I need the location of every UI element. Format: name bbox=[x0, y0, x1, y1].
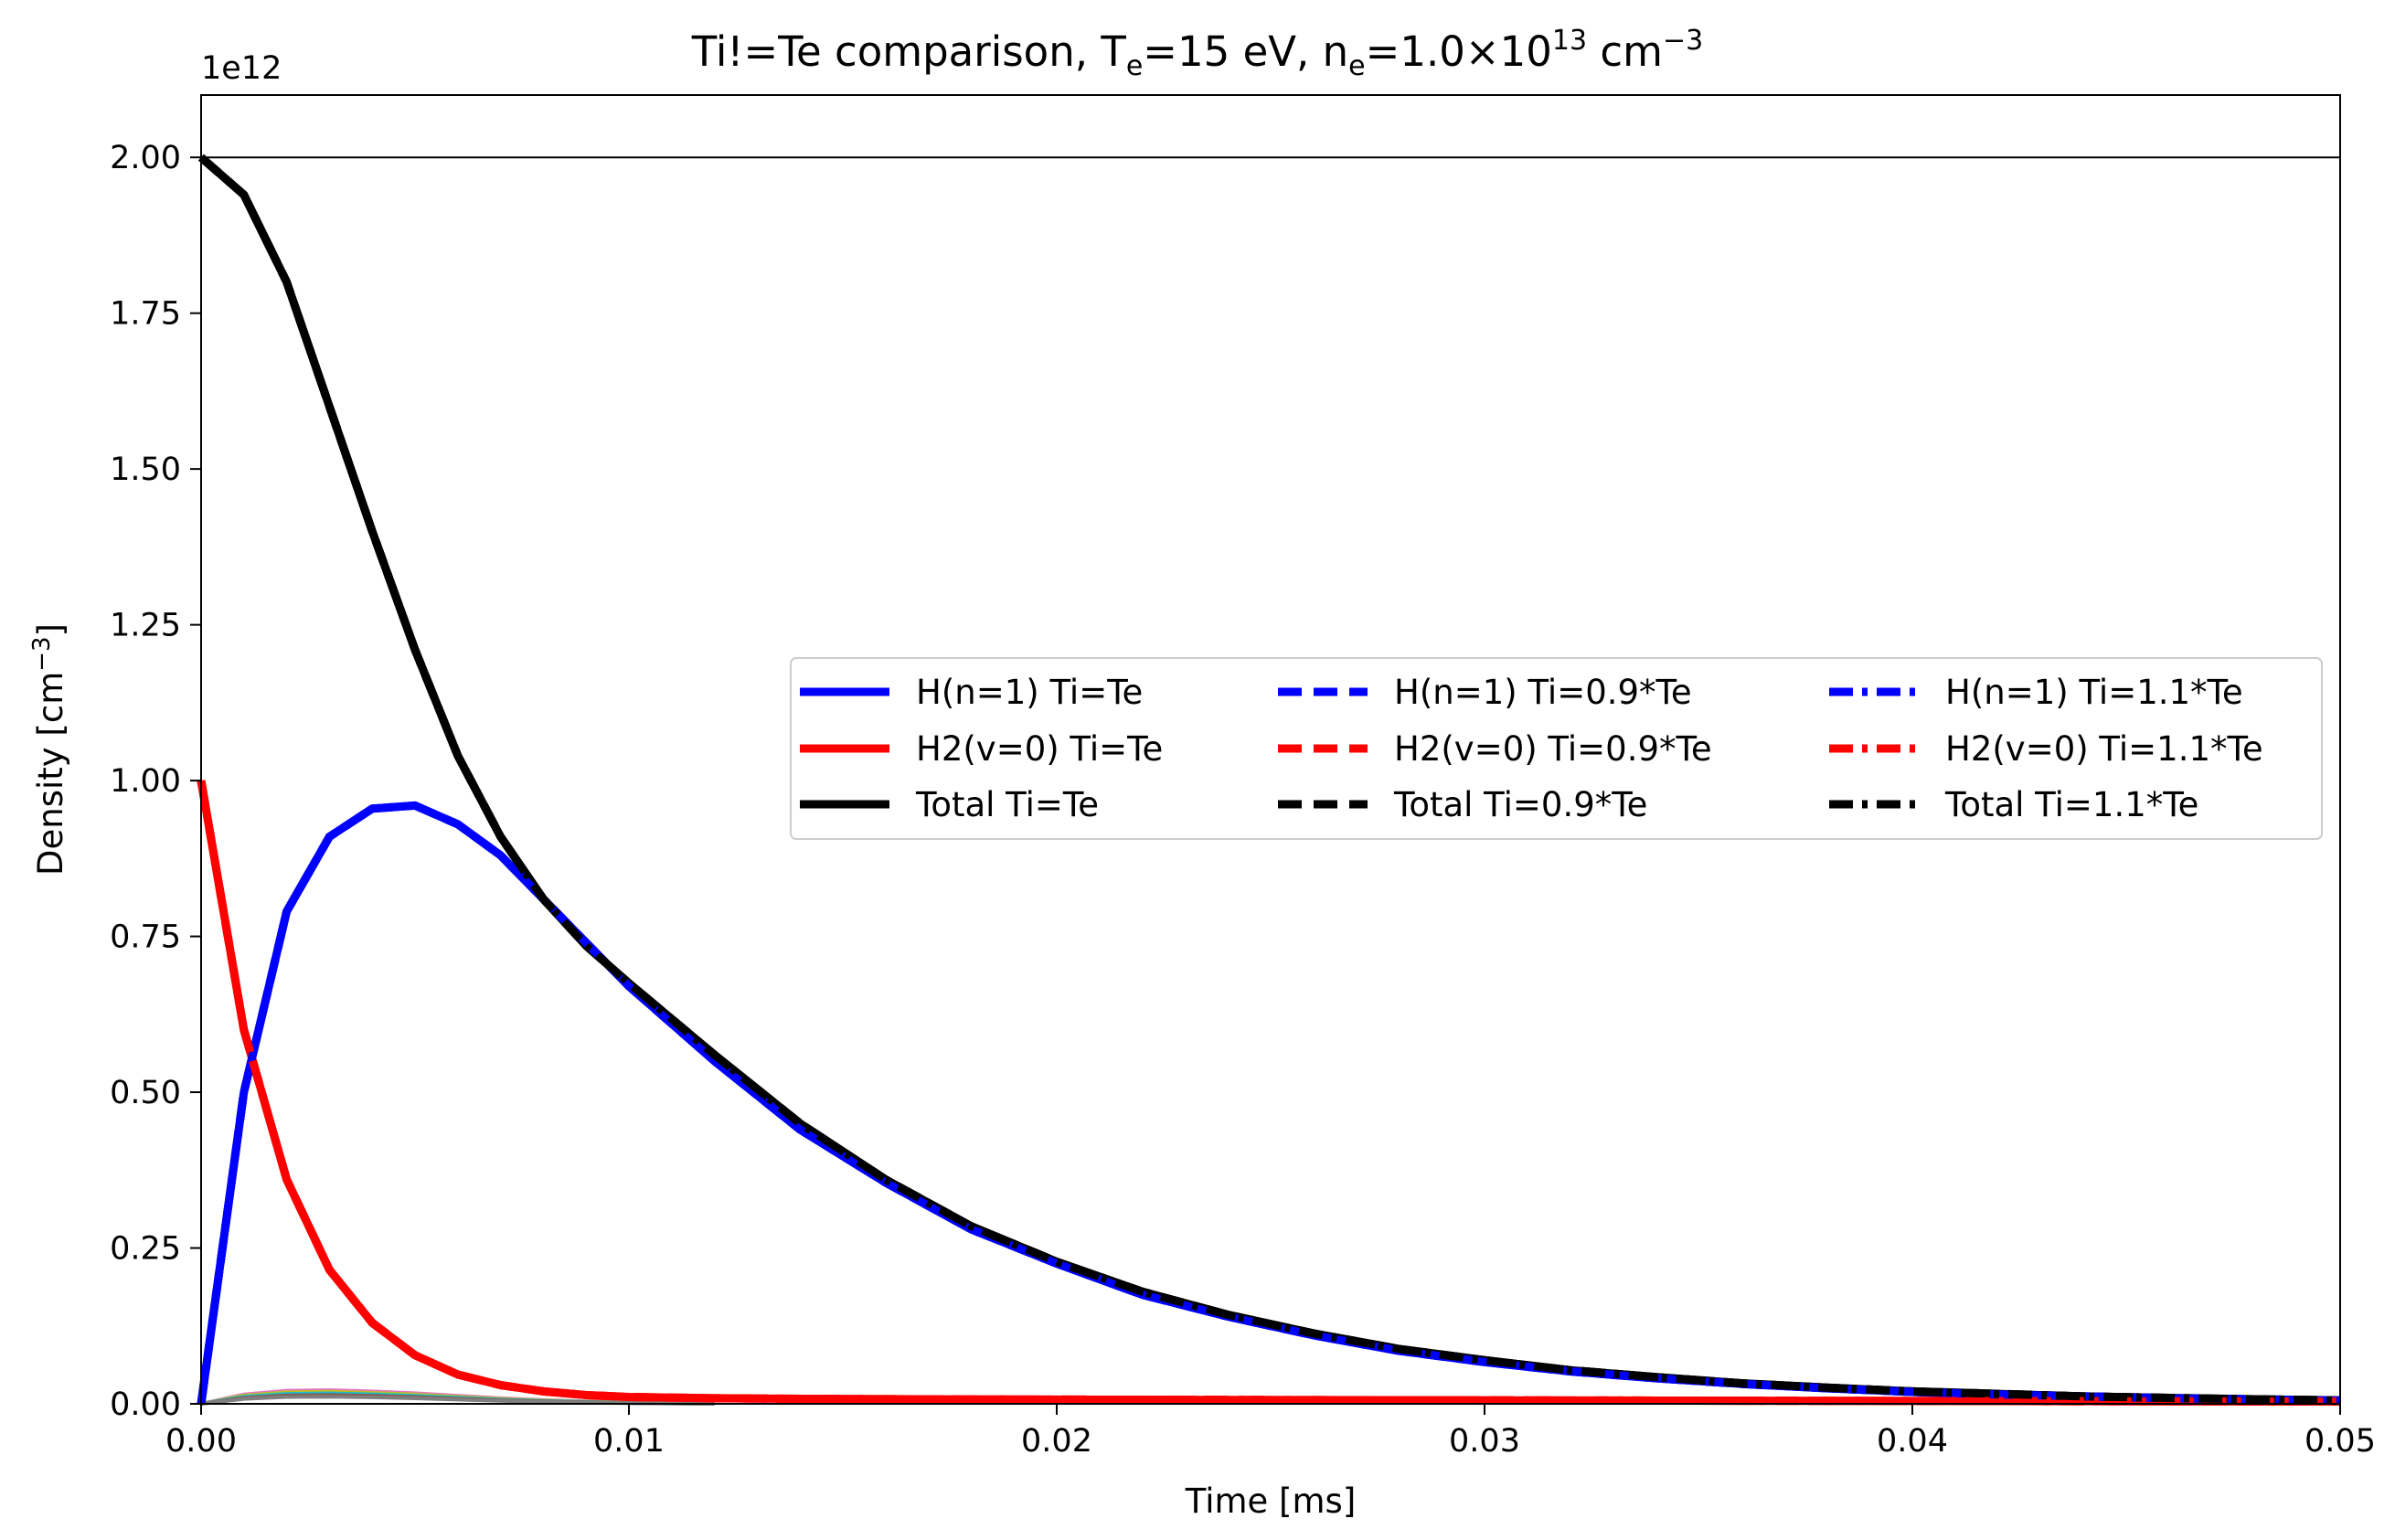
legend-label: H2(v=0) Ti=0.9*Te bbox=[1394, 729, 1712, 769]
y-tick-label: 2.00 bbox=[110, 140, 181, 176]
legend-label: H(n=1) Ti=Te bbox=[916, 673, 1143, 712]
x-tick-label: 0.05 bbox=[2305, 1423, 2376, 1460]
y-tick-label: 1.50 bbox=[110, 451, 181, 488]
minor-series-group bbox=[200, 1387, 715, 1406]
legend-label: H2(v=0) Ti=1.1*Te bbox=[1945, 729, 2263, 769]
y-axis-label: Density [cm−3] bbox=[28, 623, 70, 876]
series-line-7 bbox=[197, 780, 2341, 1407]
x-axis-label: Time [ms] bbox=[1185, 1482, 1357, 1521]
series-line-8 bbox=[198, 154, 2341, 1405]
y-offset-label: 1e12 bbox=[201, 50, 282, 87]
legend: H(n=1) Ti=Te H2(v=0) Ti=Te Total Ti=Te H(n=… bbox=[790, 657, 2323, 840]
legend-label: Total Ti=0.9*Te bbox=[1393, 785, 1647, 824]
y-tick-label: 0.50 bbox=[110, 1075, 181, 1111]
x-tick-label: 0.01 bbox=[593, 1423, 665, 1460]
legend-label: H2(v=0) Ti=Te bbox=[916, 729, 1163, 769]
x-tick-label: 0.02 bbox=[1021, 1423, 1092, 1460]
chart-title: Ti!=Te comparison, Te=15 eV, ne=1.0×1013… bbox=[691, 25, 1703, 82]
plot-frame bbox=[200, 94, 2341, 1405]
legend-label: Total Ti=Te bbox=[915, 785, 1099, 824]
y-tick-label: 1.75 bbox=[110, 296, 181, 333]
legend-frame bbox=[790, 657, 2323, 840]
x-tick-label: 0.04 bbox=[1877, 1423, 1948, 1460]
x-axis: 0.00 0.01 0.02 0.03 0.04 0.05 bbox=[165, 1404, 2376, 1460]
legend-label: H(n=1) Ti=0.9*Te bbox=[1394, 673, 1692, 712]
legend-label: Total Ti=1.1*Te bbox=[1944, 785, 2198, 824]
y-tick-label: 1.25 bbox=[110, 608, 181, 644]
y-tick-label: 0.00 bbox=[110, 1386, 181, 1423]
y-tick-label: 0.75 bbox=[110, 919, 181, 956]
legend-label: H(n=1) Ti=1.1*Te bbox=[1945, 673, 2243, 712]
minor-series-line-4 bbox=[200, 1395, 715, 1406]
y-tick-label: 0.25 bbox=[110, 1231, 181, 1268]
y-axis: 0.00 0.25 0.50 0.75 1.00 1.25 1.50 1.75 2.00 bbox=[110, 140, 201, 1423]
series-group bbox=[197, 154, 2341, 1407]
y-tick-label: 1.00 bbox=[110, 763, 181, 800]
x-tick-label: 0.00 bbox=[165, 1423, 237, 1460]
x-tick-label: 0.03 bbox=[1449, 1423, 1520, 1460]
